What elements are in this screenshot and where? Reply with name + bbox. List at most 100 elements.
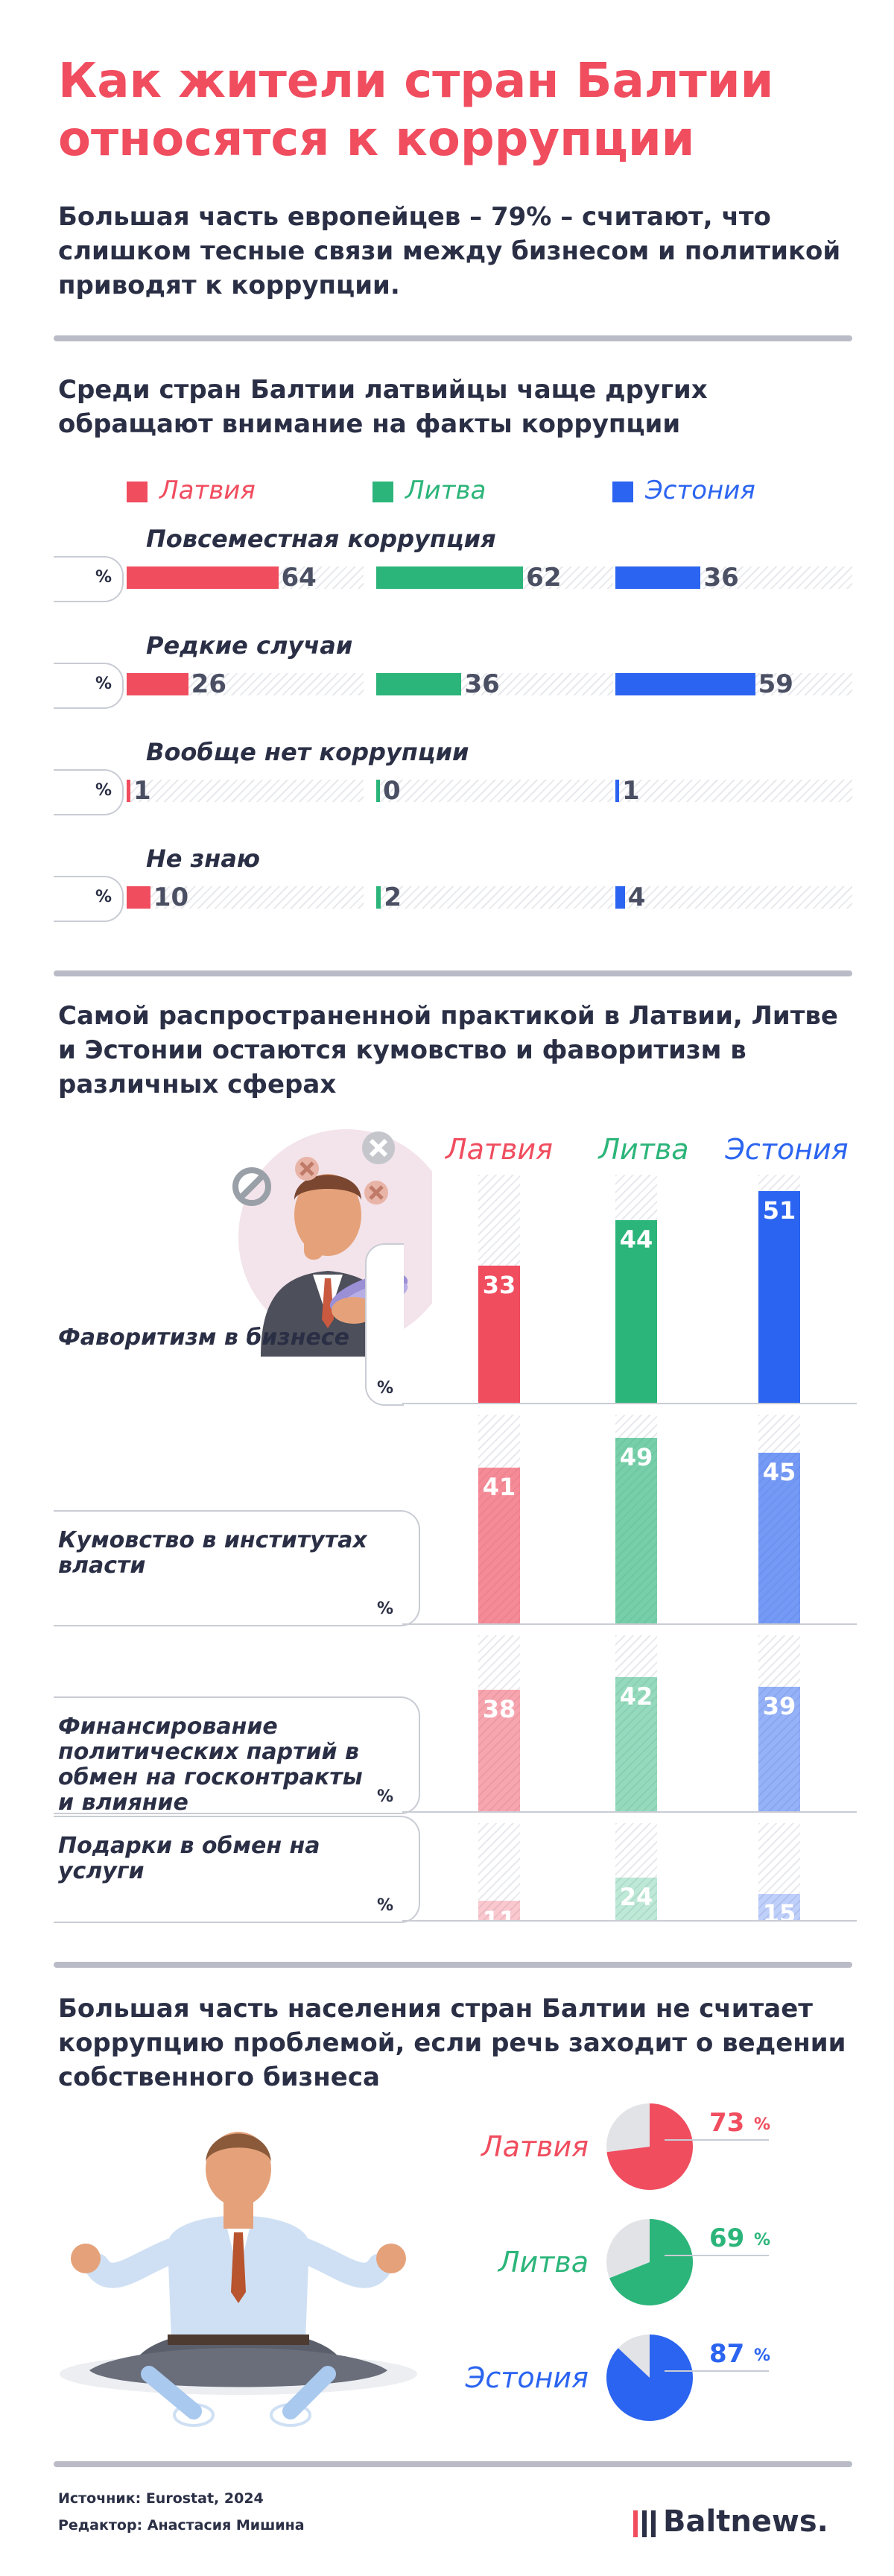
row-tab — [54, 1510, 420, 1626]
lead-text: Большая часть европейцев – 79% – считают… — [58, 202, 841, 300]
data-label: 0 — [383, 776, 401, 806]
bar-track — [615, 780, 852, 802]
data-label: 39 — [762, 1691, 796, 1720]
category-label: Редкие случаи — [146, 631, 353, 660]
category-label: Повсеместная коррупция — [146, 525, 496, 553]
column-header-lithuania: Литва — [598, 1133, 689, 1166]
divider — [54, 2461, 852, 2467]
data-label: 44 — [619, 1225, 653, 1254]
baseline — [402, 1811, 857, 1813]
row-tab-fill — [54, 1512, 58, 1515]
row-tab — [365, 1243, 404, 1406]
legend-swatch-estonia — [612, 482, 633, 502]
unit-label: % — [377, 1896, 394, 1915]
data-label: 49 — [619, 1442, 653, 1471]
data-label: 26 — [191, 669, 226, 699]
data-label: 36 — [703, 563, 739, 593]
bar-latvia — [478, 1266, 520, 1403]
bar-track — [758, 1823, 800, 1920]
bar-lithuania — [376, 673, 462, 695]
data-label: 1 — [622, 776, 640, 806]
row-tab — [54, 1816, 420, 1923]
data-label: 33 — [482, 1271, 516, 1300]
pie-slice — [609, 2219, 693, 2305]
unit-label: % — [95, 781, 112, 800]
data-label: 36 — [464, 669, 500, 699]
bar-estonia — [758, 1191, 800, 1403]
pie-slice — [606, 2103, 693, 2190]
row-tab — [54, 663, 124, 709]
pie-value: 73 — [709, 2108, 745, 2138]
section2-title: Самой распространенной практикой в Латви… — [58, 1001, 838, 1099]
divider — [54, 335, 852, 341]
logo: Baltnews. — [633, 2504, 857, 2543]
data-label: 45 — [762, 1457, 796, 1486]
column-header-estonia: Эстония — [725, 1133, 849, 1166]
bar-latvia — [127, 780, 130, 802]
data-label: 59 — [758, 669, 793, 699]
logo-bar-2 — [642, 2510, 647, 2537]
pie-leader — [665, 2370, 769, 2372]
bar-estonia — [615, 566, 701, 589]
pie-value: 69 — [709, 2223, 745, 2253]
row-tab — [54, 556, 124, 602]
footer-source: Источник: Eurostat, 2024 — [58, 2490, 264, 2507]
bar-track — [615, 1823, 657, 1920]
bar-track — [376, 886, 613, 909]
pie-slice — [606, 2334, 693, 2421]
pie-leader — [665, 2255, 769, 2256]
pie-latvia — [606, 2103, 693, 2190]
unit-label: % — [95, 675, 112, 693]
data-label: 1 — [133, 776, 151, 806]
data-label: 15 — [762, 1898, 796, 1928]
pie-label-latvia: Латвия — [481, 2130, 589, 2163]
baseline — [402, 1403, 857, 1404]
bar-latvia — [127, 566, 279, 589]
legend-estonia: Эстония — [645, 476, 755, 505]
footer-editor: Редактор: Анастасия Мишина — [58, 2517, 305, 2534]
bar-lithuania — [615, 1437, 657, 1623]
category-label: Финансирование политических партий в обм… — [58, 1714, 363, 1816]
category-label: Не знаю — [146, 845, 261, 873]
legend-lithuania: Литва — [405, 476, 486, 505]
data-label: 42 — [619, 1682, 653, 1711]
divider — [54, 1962, 852, 1968]
unit-label: % — [95, 568, 112, 587]
data-label: 4 — [627, 883, 646, 912]
meditating-man-illustration — [60, 2132, 417, 2427]
category-label: Фаворитизм в бизнесе — [58, 1325, 349, 1351]
bar-estonia — [615, 673, 755, 695]
pie-estonia — [606, 2334, 693, 2421]
pie-leader — [665, 2139, 769, 2141]
data-label: 51 — [762, 1196, 796, 1225]
unit-label: % — [377, 1787, 394, 1806]
bar-latvia — [478, 1468, 520, 1623]
bar-lithuania — [615, 1676, 657, 1811]
unit-label: % — [377, 1600, 394, 1618]
column-header-latvia: Латвия — [446, 1133, 553, 1166]
legend-latvia: Латвия — [159, 476, 256, 505]
bar-track — [478, 1823, 520, 1920]
data-label: 62 — [526, 563, 562, 593]
legend-swatch-lithuania — [372, 482, 393, 502]
category-label: Кумовство в институтах власти — [58, 1527, 367, 1579]
bar-latvia — [127, 886, 150, 909]
category-label: Подарки в обмен на услуги — [58, 1833, 320, 1884]
unit-label: % — [95, 888, 112, 906]
bar-track — [615, 886, 852, 909]
bar-track — [376, 780, 613, 802]
row-tab-fill — [54, 1698, 58, 1701]
pie-label-estonia: Эстония — [465, 2361, 589, 2394]
section3-title: Большая часть населения стран Балтии не … — [58, 1994, 846, 2092]
pie-lithuania — [606, 2219, 693, 2305]
data-label: 41 — [482, 1473, 516, 1502]
data-label: 64 — [281, 563, 317, 593]
bar-estonia — [758, 1686, 800, 1811]
bar-estonia — [758, 1893, 800, 1920]
legend: Латвия Литва Эстония — [127, 476, 872, 508]
bar-lithuania — [615, 1220, 657, 1403]
unit-label: % — [754, 2346, 771, 2365]
bar-lithuania — [376, 780, 380, 802]
bar-estonia — [615, 780, 619, 802]
logo-bar-1 — [633, 2510, 638, 2537]
